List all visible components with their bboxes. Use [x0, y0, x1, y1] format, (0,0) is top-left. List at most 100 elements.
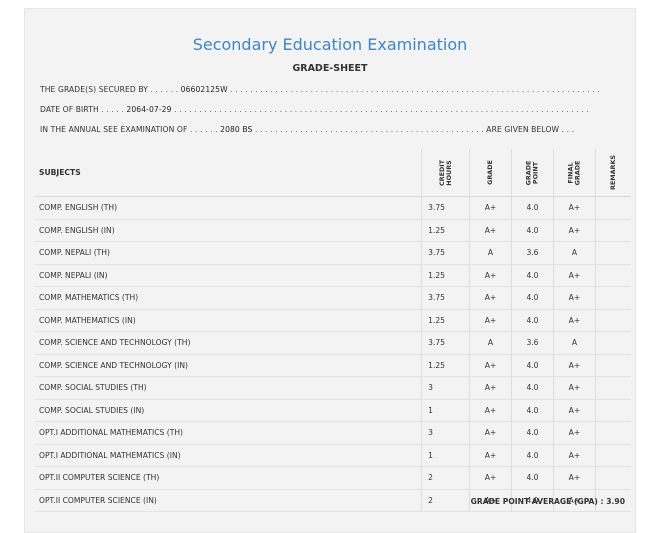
subject-cell: COMP. NEPALI (IN) [35, 264, 422, 287]
remarks-cell [594, 376, 631, 400]
credit-hours-header: CREDIT HOURS [421, 149, 470, 197]
final-grade-header: FINAL GRADE [552, 149, 596, 197]
leader-dots: . . . . . . . . . . . . . . . . . . . . … [255, 125, 487, 134]
leader-dots: . . . . . . . . . . . . . . . . . . . . … [174, 105, 589, 114]
credit-hours-cell: 3 [421, 376, 470, 400]
grade-point-cell: 4.0 [511, 354, 554, 377]
grade-point-cell: 4.0 [511, 444, 554, 467]
table-row: COMP. SOCIAL STUDIES (TH) 3 A+ 4.0 A+ [35, 376, 631, 400]
grade-sheet-panel: Secondary Education Examination GRADE-SH… [24, 8, 636, 533]
grade-sheet-heading: GRADE-SHEET [292, 63, 368, 74]
final-grade-cell: A+ [552, 219, 596, 242]
grade-point-header-text: GRADE POINT [524, 160, 540, 185]
subject-cell: COMP. ENGLISH (IN) [35, 219, 422, 242]
remarks-cell [594, 264, 631, 287]
final-grade-cell: A [552, 331, 596, 355]
credit-hours-cell: 1 [421, 444, 470, 467]
grade-cell: A+ [469, 286, 512, 310]
credit-hours-cell: 3.75 [421, 196, 470, 220]
credit-hours-cell: 1.25 [421, 219, 470, 242]
remarks-cell [594, 309, 631, 332]
credit-hours-cell: 1.25 [421, 354, 470, 377]
grade-cell: A+ [469, 376, 512, 400]
final-grade-cell: A+ [552, 444, 596, 467]
grade-cell: A+ [469, 421, 512, 445]
final-grade-cell: A+ [552, 196, 596, 220]
exam-title: Secondary Education Examination [192, 35, 468, 54]
credit-hours-cell: 3 [421, 421, 470, 445]
dob-line: DATE OF BIRTH . . . . . 2064-07-29 . . .… [40, 105, 589, 114]
final-grade-cell: A+ [552, 309, 596, 332]
remarks-cell [594, 421, 631, 445]
remarks-cell [594, 466, 631, 490]
credit-hours-cell: 3.75 [421, 331, 470, 355]
table-row: OPT.I ADDITIONAL MATHEMATICS (IN) 1 A+ 4.0 A… [35, 444, 631, 467]
grade-cell: A+ [469, 466, 512, 490]
credit-hours-cell: 2 [421, 489, 470, 512]
final-grade-cell: A+ [552, 489, 596, 512]
remarks-cell [594, 286, 631, 310]
exam-suffix: ARE GIVEN BELOW . . . [486, 125, 575, 134]
table-row: COMP. ENGLISH (TH) 3.75 A+ 4.0 A+ [35, 196, 631, 220]
remarks-header: REMARKS [594, 149, 631, 197]
final-grade-cell: A [552, 241, 596, 265]
subject-cell: COMP. SCIENCE AND TECHNOLOGY (TH) [35, 331, 422, 355]
leader-dots: . . . . . . [150, 85, 181, 94]
grade-cell: A+ [469, 219, 512, 242]
subject-cell: COMP. SOCIAL STUDIES (TH) [35, 376, 422, 400]
final-grade-cell: A+ [552, 286, 596, 310]
grade-point-cell: 4.0 [511, 489, 554, 512]
grade-cell: A+ [469, 399, 512, 422]
remarks-cell [594, 331, 631, 355]
grade-point-cell: 4.0 [511, 196, 554, 220]
credit-hours-header-text: CREDIT HOURS [437, 159, 453, 186]
grade-cell: A [469, 241, 512, 265]
subject-cell: COMP. NEPALI (TH) [35, 241, 422, 265]
grade-point-cell: 4.0 [511, 421, 554, 445]
grade-cell: A [469, 331, 512, 355]
grade-cell: A+ [469, 489, 512, 512]
remarks-cell [594, 444, 631, 467]
credit-hours-cell: 1.25 [421, 264, 470, 287]
credit-hours-cell: 1.25 [421, 309, 470, 332]
subject-cell: COMP. MATHEMATICS (IN) [35, 309, 422, 332]
table-row: OPT.II COMPUTER SCIENCE (IN) 2 A+ 4.0 A+ [35, 489, 631, 512]
remarks-cell [594, 354, 631, 377]
grades-table: SUBJECTS CREDIT HOURS GRADE GRADE POINT FI… [35, 149, 631, 512]
exam-label: IN THE ANNUAL SEE EXAMINATION OF [40, 125, 188, 134]
table-row: COMP. NEPALI (TH) 3.75 A 3.6 A [35, 241, 631, 265]
leader-dots: . . . . . . . . . . . . . . . . . . . . … [230, 85, 600, 94]
grade-cell: A+ [469, 354, 512, 377]
grade-point-cell: 3.6 [511, 241, 554, 265]
grade-point-cell: 4.0 [511, 286, 554, 310]
grade-cell: A+ [469, 444, 512, 467]
grade-point-cell: 4.0 [511, 466, 554, 490]
remarks-cell [594, 399, 631, 422]
leader-dots: . . . . . . [189, 125, 221, 134]
grade-cell: A+ [469, 309, 512, 332]
grade-point-cell: 3.6 [511, 331, 554, 355]
grade-point-cell: 4.0 [511, 309, 554, 332]
grade-point-header: GRADE POINT [511, 149, 554, 197]
secured-by-label: THE GRADE(S) SECURED BY [40, 85, 148, 94]
remarks-cell [594, 219, 631, 242]
remarks-cell [594, 241, 631, 265]
subject-cell: COMP. MATHEMATICS (TH) [35, 286, 422, 310]
secured-by-line: THE GRADE(S) SECURED BY . . . . . . 0660… [40, 85, 600, 94]
remarks-header-text: REMARKS [608, 154, 617, 191]
grade-point-cell: 4.0 [511, 264, 554, 287]
table-row: OPT.II COMPUTER SCIENCE (TH) 2 A+ 4.0 A+ [35, 466, 631, 490]
final-grade-cell: A+ [552, 399, 596, 422]
table-header-row: SUBJECTS CREDIT HOURS GRADE GRADE POINT FI… [35, 149, 631, 197]
credit-hours-cell: 3.75 [421, 286, 470, 310]
final-grade-cell: A+ [552, 354, 596, 377]
dob-label: DATE OF BIRTH [40, 105, 99, 114]
subject-cell: OPT.II COMPUTER SCIENCE (TH) [35, 466, 422, 490]
table-row: COMP. SOCIAL STUDIES (IN) 1 A+ 4.0 A+ [35, 399, 631, 422]
dob-value: 2064-07-29 [126, 105, 172, 114]
grade-header: GRADE [469, 149, 512, 197]
subject-cell: OPT.II COMPUTER SCIENCE (IN) [35, 489, 422, 512]
credit-hours-cell: 3.75 [421, 241, 470, 265]
final-grade-cell: A+ [552, 264, 596, 287]
final-grade-cell: A+ [552, 421, 596, 445]
